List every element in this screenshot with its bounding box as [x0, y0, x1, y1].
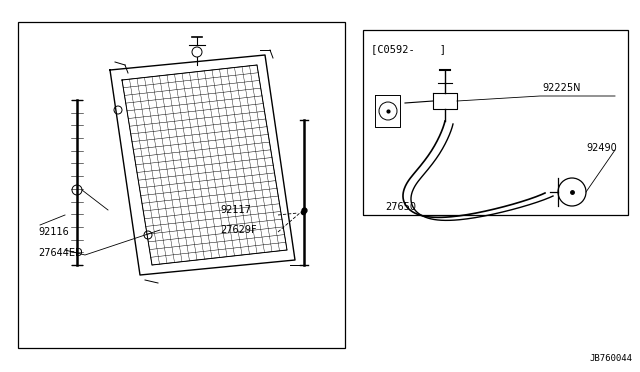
Bar [363, 30, 628, 215]
Text: [C0592-    ]: [C0592- ] [371, 44, 446, 54]
Text: 92490: 92490 [586, 143, 617, 153]
Text: 27650: 27650 [385, 202, 416, 212]
Text: 92116: 92116 [38, 227, 68, 237]
Text: 92225N: 92225N [542, 83, 580, 93]
Text: JB760044: JB760044 [589, 354, 632, 363]
Text: 92117: 92117 [220, 205, 251, 215]
Text: 27644ED: 27644ED [38, 248, 83, 258]
Text: 27629F: 27629F [220, 225, 257, 235]
Bar [18, 22, 345, 348]
